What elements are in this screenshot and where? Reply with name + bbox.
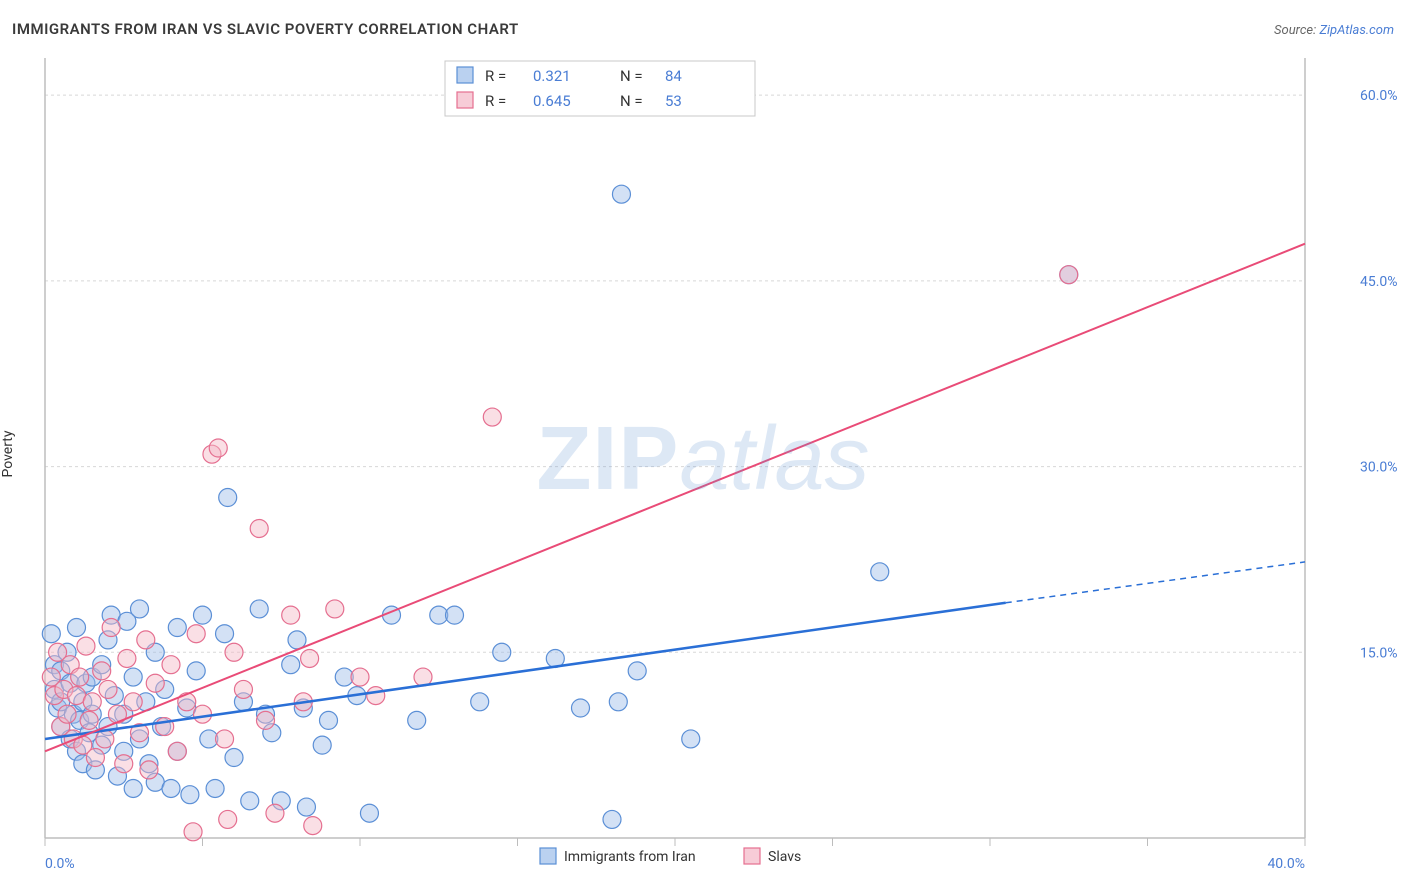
scatter-point	[194, 705, 212, 723]
header: IMMIGRANTS FROM IRAN VS SLAVIC POVERTY C…	[12, 20, 1394, 38]
scatter-point	[225, 749, 243, 767]
legend-label: Immigrants from Iran	[564, 849, 696, 865]
scatter-point	[612, 185, 630, 203]
scatter-point	[216, 625, 234, 643]
source-text: Source: ZipAtlas.com	[1274, 23, 1394, 38]
scatter-point	[282, 656, 300, 674]
scatter-point	[219, 489, 237, 507]
scatter-point	[219, 810, 237, 828]
scatter-point	[446, 606, 464, 624]
source-link[interactable]: ZipAtlas.com	[1319, 23, 1394, 38]
svg-text:60.0%: 60.0%	[1360, 88, 1398, 104]
scatter-point	[86, 749, 104, 767]
scatter-point	[297, 798, 315, 816]
scatter-point	[118, 649, 136, 667]
scatter-point	[367, 687, 385, 705]
scatter-point	[351, 668, 369, 686]
scatter-point	[162, 656, 180, 674]
source-prefix: Source:	[1274, 23, 1319, 38]
scatter-point	[77, 637, 95, 655]
scatter-point	[187, 662, 205, 680]
scatter-point	[241, 792, 259, 810]
scatter-point	[58, 705, 76, 723]
scatter-point	[140, 761, 158, 779]
scatter-point	[146, 674, 164, 692]
scatter-point	[184, 823, 202, 841]
scatter-point	[603, 810, 621, 828]
scatter-point	[96, 730, 114, 748]
scatter-point	[282, 606, 300, 624]
scatter-point	[216, 730, 234, 748]
svg-text:N =: N =	[620, 67, 643, 85]
scatter-point	[682, 730, 700, 748]
scatter-point	[137, 631, 155, 649]
scatter-point	[257, 711, 275, 729]
svg-text:40.0%: 40.0%	[1267, 856, 1305, 872]
scatter-point	[225, 643, 243, 661]
svg-text:0.645: 0.645	[533, 92, 571, 110]
scatter-point	[93, 662, 111, 680]
scatter-point	[124, 779, 142, 797]
legend-label: Slavs	[768, 849, 801, 865]
svg-text:15.0%: 15.0%	[1360, 645, 1398, 661]
chart-title: IMMIGRANTS FROM IRAN VS SLAVIC POVERTY C…	[12, 20, 519, 38]
scatter-point	[115, 755, 133, 773]
scatter-point	[178, 693, 196, 711]
scatter-point	[313, 736, 331, 754]
scatter-point	[871, 563, 889, 581]
legend-swatch	[540, 848, 556, 864]
svg-text:53: 53	[665, 92, 682, 110]
scatter-point	[326, 600, 344, 618]
scatter-point	[304, 817, 322, 835]
scatter-point	[102, 619, 120, 637]
svg-text:R =: R =	[485, 92, 506, 110]
legend-swatch	[457, 67, 473, 83]
scatter-point	[266, 804, 284, 822]
svg-text:N =: N =	[620, 92, 643, 110]
scatter-point	[124, 693, 142, 711]
svg-text:84: 84	[665, 67, 682, 85]
scatter-point	[187, 625, 205, 643]
scatter-point	[68, 619, 86, 637]
svg-text:0.321: 0.321	[533, 67, 571, 85]
chart-container: ZIPatlas 15.0%30.0%45.0%60.0%0.0%40.0%R …	[0, 48, 1406, 892]
scatter-point	[471, 693, 489, 711]
scatter-point	[131, 600, 149, 618]
chart-svg: 15.0% 30.0% 45.0% 60.0% 0.0% 40.0% R = 0.321 N =…	[0, 48, 1406, 892]
scatter-point	[42, 625, 60, 643]
scatter-point	[209, 439, 227, 457]
scatter-point	[609, 693, 627, 711]
scatter-point	[493, 643, 511, 661]
scatter-point	[1060, 266, 1078, 284]
scatter-point	[124, 668, 142, 686]
scatter-point	[250, 600, 268, 618]
svg-text:30.0%: 30.0%	[1360, 460, 1398, 476]
legend-swatch	[457, 92, 473, 108]
scatter-point	[168, 742, 186, 760]
svg-text:R =: R =	[485, 67, 506, 85]
svg-text:0.0%: 0.0%	[45, 856, 75, 872]
scatter-point	[301, 649, 319, 667]
scatter-point	[628, 662, 646, 680]
scatter-point	[99, 680, 117, 698]
legend-swatch	[744, 848, 760, 864]
scatter-point	[80, 711, 98, 729]
scatter-point	[181, 786, 199, 804]
svg-text:45.0%: 45.0%	[1360, 274, 1398, 290]
scatter-point	[483, 408, 501, 426]
scatter-point	[83, 693, 101, 711]
scatter-point	[408, 711, 426, 729]
scatter-point	[360, 804, 378, 822]
scatter-point	[206, 779, 224, 797]
scatter-point	[250, 519, 268, 537]
scatter-point	[168, 619, 186, 637]
scatter-point	[320, 711, 338, 729]
scatter-point	[194, 606, 212, 624]
trend-line-dashed	[1006, 562, 1305, 603]
scatter-point	[71, 668, 89, 686]
scatter-point	[572, 699, 590, 717]
scatter-point	[162, 779, 180, 797]
scatter-point	[234, 680, 252, 698]
